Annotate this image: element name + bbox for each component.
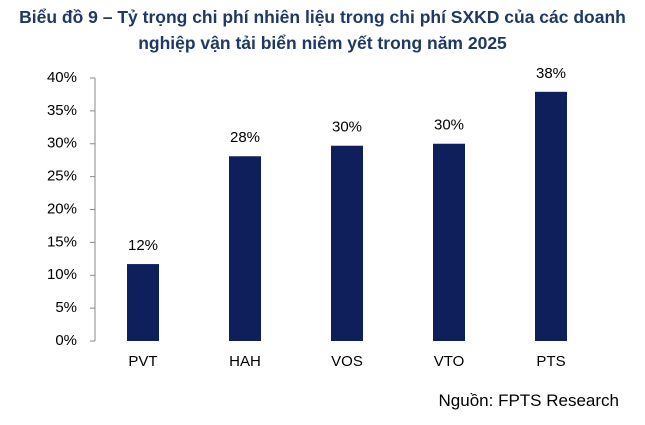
value-label: 30% [434, 117, 464, 134]
bar [127, 264, 159, 341]
bar [433, 143, 465, 341]
y-tick-label: 25% [47, 168, 77, 185]
x-tick-label: HAH [229, 353, 261, 370]
x-tick-label: PTS [536, 353, 565, 370]
source-note: Nguồn: FPTS Research [438, 391, 619, 410]
value-label: 30% [332, 119, 362, 136]
y-tick-label: 35% [47, 102, 77, 119]
y-tick-label: 15% [47, 233, 77, 250]
y-tick-label: 0% [55, 332, 77, 349]
y-tick-label: 30% [47, 135, 77, 152]
value-label: 28% [230, 129, 260, 146]
value-label: 38% [536, 65, 566, 82]
bar [535, 91, 567, 342]
x-tick-label: VOS [331, 353, 363, 370]
y-tick-label: 5% [55, 299, 77, 316]
bar [331, 145, 363, 341]
y-tick-label: 10% [47, 266, 77, 283]
chart-title: Biểu đồ 9 – Tỷ trọng chi phí nhiên liệu … [19, 7, 626, 53]
y-tick-label: 40% [47, 69, 77, 86]
value-label: 12% [128, 237, 158, 254]
x-tick-label: PVT [128, 353, 157, 370]
y-tick-label: 20% [47, 200, 77, 217]
bar [229, 156, 261, 341]
x-tick-label: VTO [434, 353, 465, 370]
